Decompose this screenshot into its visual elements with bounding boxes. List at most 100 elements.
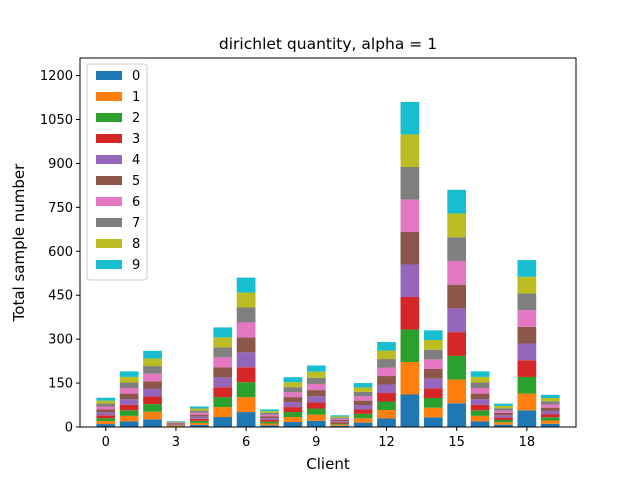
legend-label-0: 0 bbox=[132, 69, 140, 84]
legend-label-1: 1 bbox=[132, 90, 140, 105]
bar-client-7-class-2 bbox=[260, 421, 279, 424]
bar-client-16-class-1 bbox=[470, 415, 490, 422]
bar-client-19-class-7 bbox=[540, 401, 560, 405]
bar-client-4-class-6 bbox=[189, 412, 209, 415]
x-axis-title: Client bbox=[306, 455, 350, 473]
y-tick-label: 450 bbox=[48, 289, 73, 304]
bar-client-3-class-2 bbox=[166, 425, 186, 426]
bar-client-6-class-2 bbox=[236, 382, 256, 398]
legend-swatch-8 bbox=[96, 239, 122, 248]
bar-client-17-class-3 bbox=[494, 417, 513, 420]
bar-client-4-class-5 bbox=[189, 414, 209, 417]
bar-client-10-class-5 bbox=[330, 419, 350, 422]
bar-client-16-class-3 bbox=[470, 404, 490, 411]
bar-client-7-class-1 bbox=[260, 423, 279, 426]
bar-client-15-class-3 bbox=[447, 332, 467, 356]
bar-client-8-class-9 bbox=[283, 377, 303, 383]
bar-client-12-class-7 bbox=[377, 359, 396, 368]
legend-swatch-0 bbox=[96, 71, 122, 80]
legend-label-3: 3 bbox=[132, 132, 140, 147]
y-tick-label: 300 bbox=[48, 333, 73, 348]
bar-client-1-class-9 bbox=[119, 371, 139, 377]
bar-client-10-class-4 bbox=[330, 421, 350, 423]
bar-client-9-class-3 bbox=[306, 402, 326, 409]
bar-client-8-class-1 bbox=[283, 417, 303, 423]
bar-client-4-class-7 bbox=[189, 410, 209, 413]
bar-client-17-class-5 bbox=[494, 412, 513, 416]
bar-client-6-class-1 bbox=[236, 397, 256, 413]
bar-client-13-class-0 bbox=[400, 394, 420, 427]
bar-client-5-class-6 bbox=[213, 357, 233, 368]
bar-client-8-class-8 bbox=[283, 382, 303, 388]
bar-client-8-class-2 bbox=[283, 412, 303, 418]
bar-client-10-class-6 bbox=[330, 418, 350, 420]
bar-client-17-class-4 bbox=[494, 415, 513, 418]
bar-client-4-class-0 bbox=[189, 424, 209, 427]
y-tick-label: 900 bbox=[48, 157, 73, 172]
bar-client-6-class-3 bbox=[236, 367, 256, 383]
bar-client-16-class-7 bbox=[470, 382, 490, 389]
legend-label-6: 6 bbox=[132, 195, 140, 210]
bar-client-3-class-5 bbox=[166, 423, 186, 425]
bar-client-14-class-6 bbox=[423, 359, 443, 370]
bar-client-4-class-9 bbox=[189, 406, 209, 409]
x-tick-label: 6 bbox=[242, 435, 250, 450]
legend-label-4: 4 bbox=[132, 153, 140, 168]
x-tick-label: 9 bbox=[312, 435, 320, 450]
bar-client-5-class-5 bbox=[213, 367, 233, 378]
bar-client-0-class-2 bbox=[96, 418, 116, 422]
bar-client-11-class-4 bbox=[353, 405, 373, 410]
bar-client-0-class-6 bbox=[96, 406, 116, 410]
bar-client-14-class-9 bbox=[423, 330, 443, 341]
bar-client-4-class-2 bbox=[189, 420, 209, 423]
bar-client-2-class-7 bbox=[143, 366, 162, 374]
bar-client-8-class-3 bbox=[283, 407, 303, 413]
bar-client-1-class-7 bbox=[119, 382, 139, 389]
legend-swatch-9 bbox=[96, 260, 122, 269]
bar-client-7-class-6 bbox=[260, 414, 279, 417]
bar-client-14-class-4 bbox=[423, 378, 443, 389]
bar-client-12-class-0 bbox=[377, 418, 396, 427]
bar-client-5-class-9 bbox=[213, 327, 233, 338]
bar-client-4-class-1 bbox=[189, 422, 209, 425]
bar-client-6-class-6 bbox=[236, 322, 256, 338]
legend-label-9: 9 bbox=[132, 258, 140, 273]
bar-client-1-class-0 bbox=[119, 421, 139, 427]
bar-client-12-class-2 bbox=[377, 401, 396, 411]
legend-label-7: 7 bbox=[132, 216, 140, 231]
bar-client-8-class-0 bbox=[283, 422, 303, 427]
bar-client-8-class-4 bbox=[283, 402, 303, 408]
bar-client-6-class-9 bbox=[236, 277, 256, 293]
bar-client-3-class-8 bbox=[166, 421, 186, 423]
bar-client-9-class-4 bbox=[306, 396, 326, 403]
bar-client-3-class-1 bbox=[166, 425, 186, 427]
bar-client-19-class-0 bbox=[540, 423, 560, 427]
bar-client-9-class-7 bbox=[306, 377, 326, 384]
bar-client-18-class-8 bbox=[517, 276, 537, 294]
bar-client-16-class-9 bbox=[470, 371, 490, 377]
bar-client-1-class-5 bbox=[119, 393, 139, 400]
bar-client-6-class-8 bbox=[236, 292, 256, 308]
y-tick-label: 1200 bbox=[40, 69, 73, 84]
bar-client-10-class-2 bbox=[330, 423, 350, 425]
bar-client-6-class-5 bbox=[236, 337, 256, 353]
bar-client-15-class-5 bbox=[447, 284, 467, 309]
bar-client-12-class-1 bbox=[377, 410, 396, 419]
x-axis: 0 3 6 9 12 15 18 bbox=[102, 427, 535, 450]
bar-client-3-class-4 bbox=[166, 424, 186, 425]
bar-client-1-class-2 bbox=[119, 410, 139, 416]
bar-client-15-class-0 bbox=[447, 403, 467, 427]
bar-client-14-class-0 bbox=[423, 417, 443, 427]
bars-group bbox=[96, 101, 560, 427]
bar-client-17-class-7 bbox=[494, 408, 513, 411]
bar-client-6-class-4 bbox=[236, 352, 256, 368]
bar-client-9-class-6 bbox=[306, 383, 326, 391]
bar-client-13-class-8 bbox=[400, 134, 420, 167]
bar-client-4-class-3 bbox=[189, 418, 209, 421]
bar-client-17-class-1 bbox=[494, 422, 513, 425]
bar-client-5-class-0 bbox=[213, 417, 233, 427]
bar-client-2-class-5 bbox=[143, 381, 162, 389]
bar-client-9-class-5 bbox=[306, 390, 326, 397]
bar-client-13-class-6 bbox=[400, 199, 420, 232]
bar-client-0-class-1 bbox=[96, 421, 116, 425]
